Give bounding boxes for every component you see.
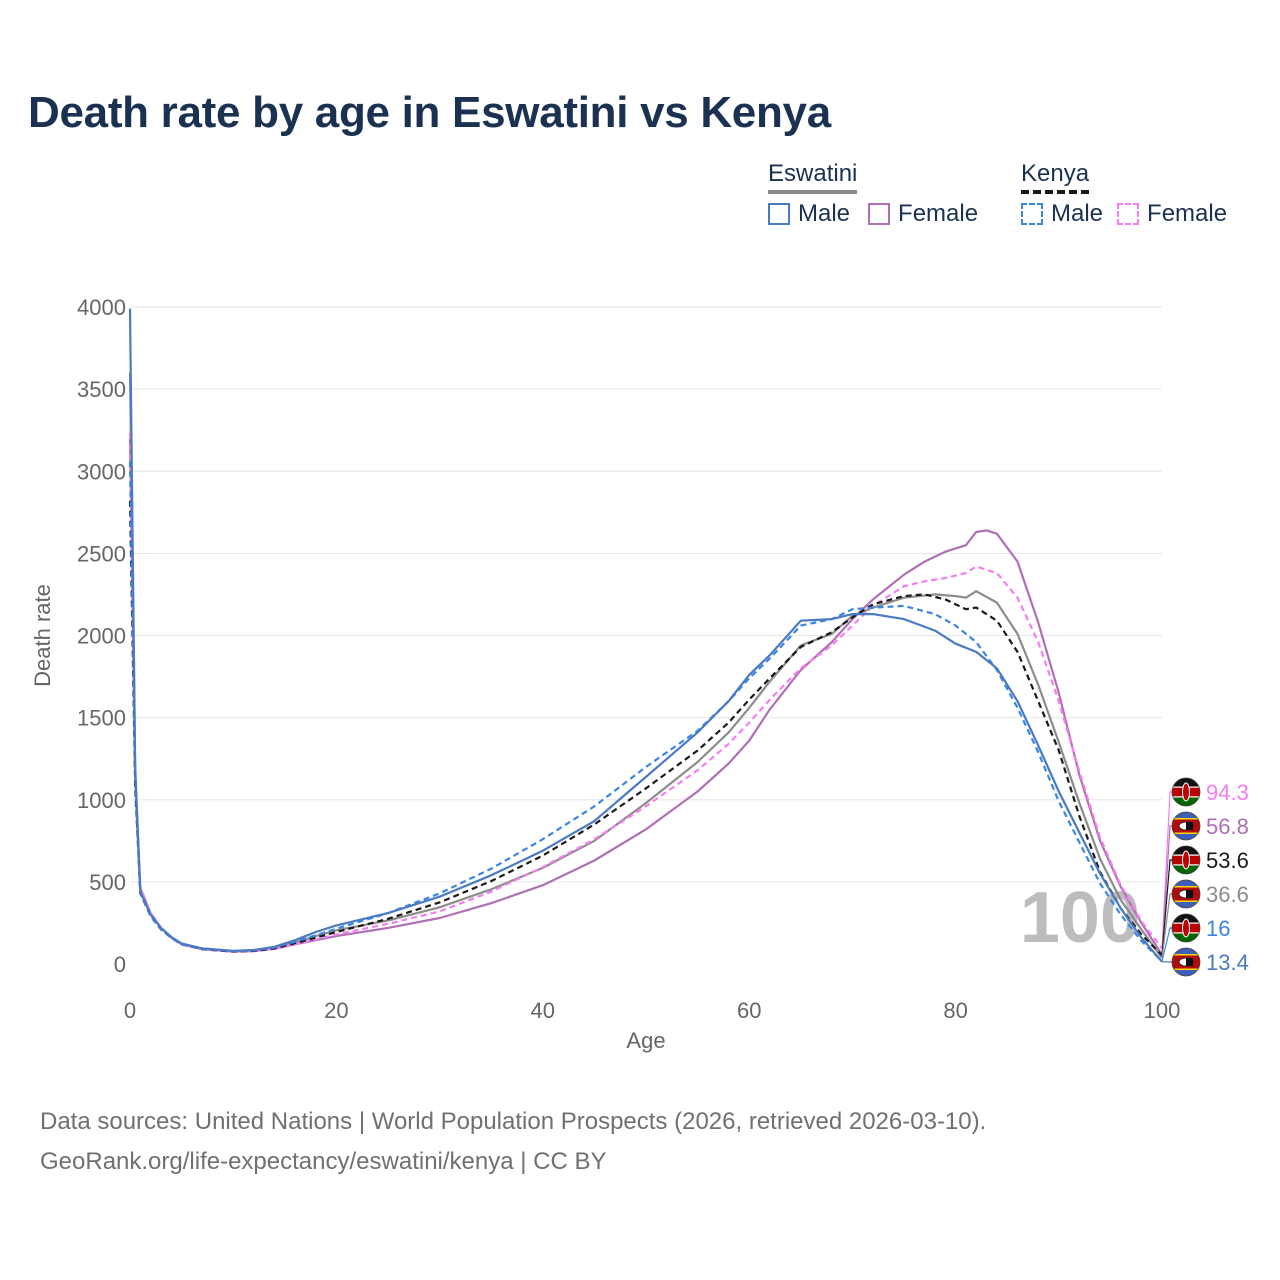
legend-group-kenya: Kenya Male Female: [1021, 160, 1227, 228]
y-tick-label: 0: [114, 952, 126, 977]
legend-kenya-female[interactable]: Female: [1117, 200, 1227, 228]
flag-shield: [1182, 782, 1190, 802]
legend-eswatini-female[interactable]: Female: [868, 200, 978, 228]
year-watermark: 100: [1020, 878, 1140, 958]
x-tick-label: 0: [124, 998, 136, 1023]
y-tick-label: 2500: [77, 541, 126, 566]
end-value-label: 16: [1206, 916, 1230, 941]
flag-shield-half: [1186, 890, 1193, 898]
flag-shield-half: [1186, 822, 1193, 830]
x-tick-label: 60: [737, 998, 761, 1023]
end-value-label: 36.6: [1206, 882, 1249, 907]
series-line-eswatini-female: [128, 438, 1163, 956]
legend-label: Male: [1051, 200, 1104, 227]
end-value-label: 13.4: [1206, 950, 1249, 975]
flag-body: [1172, 778, 1200, 806]
y-tick-label: 1000: [77, 788, 126, 813]
flag-border: [1171, 811, 1201, 841]
flag-body: [1172, 948, 1200, 976]
eswatini-flag-icon: [1171, 947, 1201, 977]
y-axis-title: Death rate: [30, 584, 55, 687]
eswatini-flag-icon: [1171, 811, 1201, 841]
flag-border: [1171, 777, 1201, 807]
end-value-label: 53.6: [1206, 848, 1249, 873]
end-value-label: 56.8: [1206, 814, 1249, 839]
flag-shield: [1182, 918, 1190, 938]
y-tick-label: 4000: [77, 295, 126, 320]
legend-swatch-icon: [1117, 203, 1140, 225]
flag-shield-half: [1186, 958, 1193, 966]
footer-link[interactable]: GeoRank.org/life-expectancy/eswatini/ken…: [40, 1148, 607, 1175]
flag-border: [1171, 845, 1201, 875]
series-line-eswatini-both: [128, 372, 1163, 959]
x-tick-label: 100: [1144, 998, 1181, 1023]
series-line-kenya-female: [128, 433, 1163, 953]
x-tick-label: 20: [324, 998, 348, 1023]
flag-body: [1172, 846, 1200, 874]
x-axis-title: Age: [626, 1028, 665, 1053]
legend-label: Male: [798, 200, 851, 227]
series-line-eswatini-male: [128, 308, 1163, 963]
x-tick-label: 80: [943, 998, 967, 1023]
legend-swatch-icon: [1021, 203, 1043, 225]
legend-group-eswatini: Eswatini Male Female: [768, 160, 996, 228]
flag-border: [1171, 913, 1201, 943]
flag-body: [1172, 812, 1200, 840]
legend-kenya-male[interactable]: Male: [1021, 200, 1103, 228]
footer-sources: Data sources: United Nations | World Pop…: [40, 1108, 987, 1135]
end-value-label: 94.3: [1206, 780, 1249, 805]
kenya-flag-icon: [1171, 845, 1201, 875]
y-tick-label: 3000: [77, 459, 126, 484]
y-tick-label: 2000: [77, 624, 126, 649]
series-line-kenya-male: [128, 461, 1163, 963]
y-tick-label: 500: [89, 870, 126, 895]
eswatini-flag-icon: [1171, 879, 1201, 909]
legend-heading-kenya: Kenya: [1021, 160, 1090, 194]
legend-label: Female: [1147, 200, 1228, 227]
flag-body: [1172, 880, 1200, 908]
y-tick-label: 1500: [77, 706, 126, 731]
legend-swatch-icon: [868, 203, 891, 225]
chart-title: Death rate by age in Eswatini vs Kenya: [28, 88, 831, 137]
legend-label: Female: [898, 200, 979, 227]
legend-eswatini-male[interactable]: Male: [768, 200, 850, 228]
legend-swatch-icon: [768, 203, 790, 225]
y-tick-label: 3500: [77, 377, 126, 402]
legend-heading-eswatini: Eswatini: [768, 160, 858, 194]
kenya-flag-icon: [1171, 777, 1201, 807]
flag-border: [1171, 947, 1201, 977]
flag-body: [1172, 914, 1200, 942]
x-tick-label: 40: [531, 998, 555, 1023]
flag-border: [1171, 879, 1201, 909]
flag-shield: [1182, 850, 1190, 870]
kenya-flag-icon: [1171, 913, 1201, 943]
series-line-kenya-both: [128, 500, 1163, 956]
